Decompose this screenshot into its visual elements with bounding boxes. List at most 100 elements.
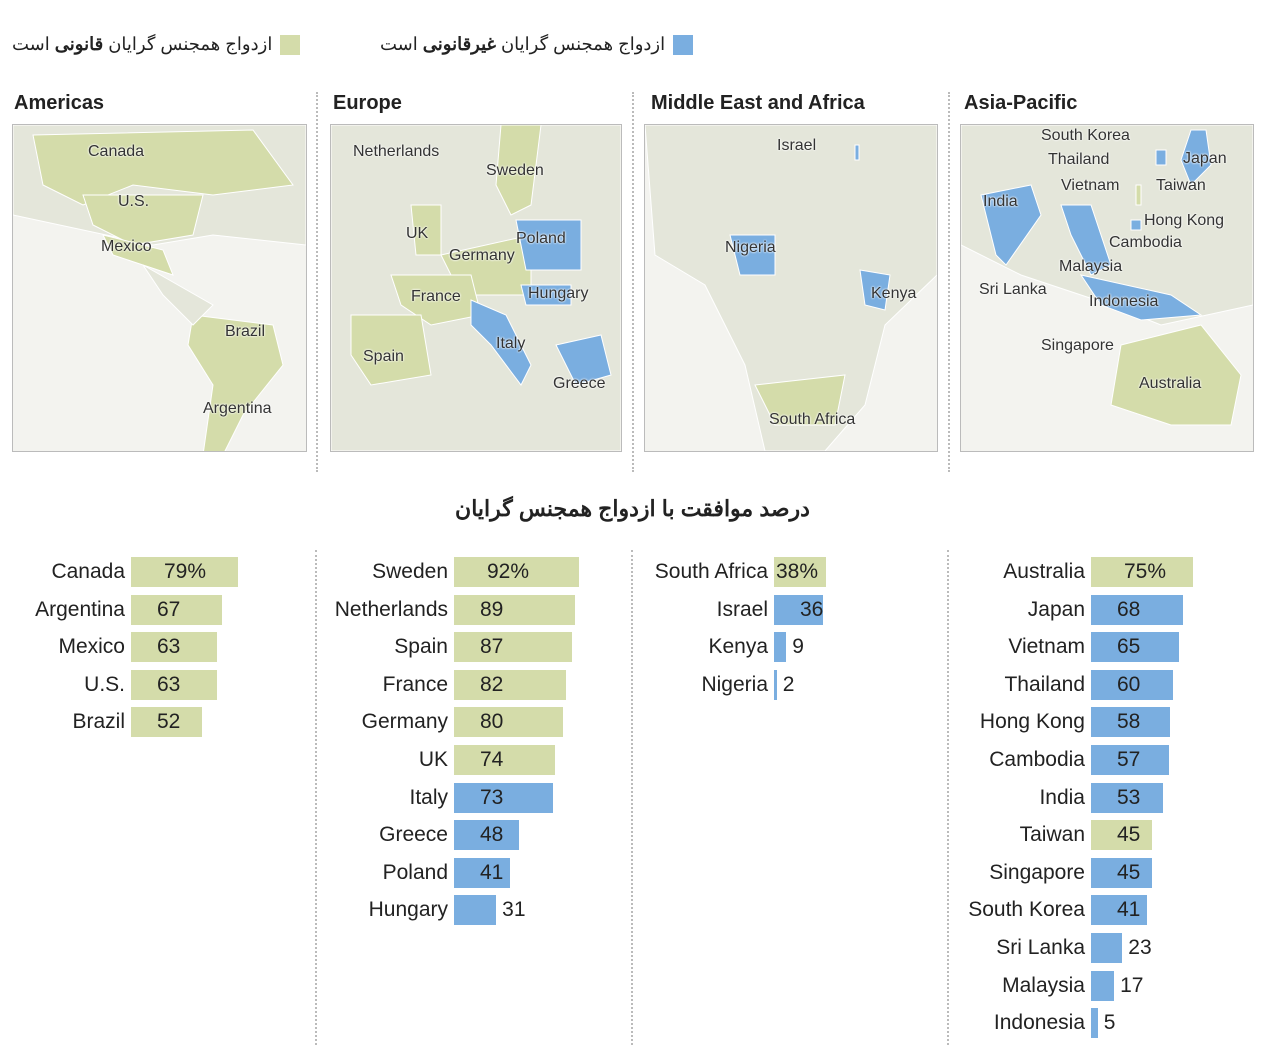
bar <box>454 594 576 625</box>
bar-label: Nigeria <box>701 672 768 696</box>
country-shape <box>645 125 937 451</box>
bar-value: 57 <box>1117 748 1141 771</box>
bar-value: 60 <box>1117 672 1141 696</box>
bar-row: Hungary 31 <box>0 895 1280 926</box>
bar-value: 41 <box>1117 898 1141 922</box>
bar-row: Israel 36 <box>0 594 1280 625</box>
country-shape <box>82 194 204 246</box>
map-label: Hungary <box>528 285 589 302</box>
map-label: France <box>411 288 461 305</box>
bar-row: France 82 <box>0 669 1280 700</box>
bar-value: 58 <box>1117 710 1141 734</box>
bar-row: UK 74 <box>0 745 1280 775</box>
bar-label: Australia <box>1003 560 1085 583</box>
map-label: Sweden <box>486 162 544 179</box>
legend-swatch-legal <box>280 34 301 55</box>
bar-value: 53 <box>1117 785 1141 809</box>
country-shape <box>729 234 776 276</box>
country-shape <box>1110 324 1242 426</box>
bar-label: Kenya <box>708 635 768 659</box>
bar <box>1091 557 1193 587</box>
bar <box>454 632 573 663</box>
bar-row: Sweden 92% <box>0 557 1280 587</box>
bar-label: UK <box>418 748 448 771</box>
bar <box>454 857 510 888</box>
bar <box>454 820 520 851</box>
map-label: Spain <box>363 348 404 365</box>
bar <box>1091 1008 1098 1039</box>
bar-label: France <box>382 672 448 696</box>
country-shape <box>102 234 174 276</box>
divider <box>632 92 634 472</box>
bar-label: Italy <box>409 785 448 809</box>
bar-value: 87 <box>480 635 504 659</box>
bar-row: Netherlands 89 <box>0 594 1280 625</box>
bar <box>1091 669 1173 700</box>
map-middle-east-africa: Israel Nigeria Kenya South Africa <box>644 124 938 452</box>
map-label: Nigeria <box>725 239 776 256</box>
country-shape <box>1079 274 1203 321</box>
divider <box>631 550 633 1045</box>
map-label: Mexico <box>101 238 152 255</box>
bar-value: 75% <box>1124 560 1167 583</box>
bar <box>1091 707 1170 738</box>
bar <box>454 707 563 738</box>
bar-value: 45 <box>1117 860 1141 884</box>
bar-value: 52 <box>157 710 181 734</box>
bar <box>1091 745 1169 775</box>
bar-row: Taiwan 45 <box>0 820 1280 851</box>
bar-label: Greece <box>379 823 448 847</box>
bar-row: Nigeria 2 <box>0 669 1280 700</box>
map-asia-pacific: South Korea Thailand Japan Vietnam Taiwan Ind… <box>960 124 1254 452</box>
bar <box>131 594 223 625</box>
bar-value: 2 <box>782 672 795 696</box>
bar-label: Spain <box>394 635 448 659</box>
bar-value: 9 <box>792 635 804 659</box>
bar <box>454 557 580 587</box>
bar-label: Thailand <box>1004 672 1085 696</box>
divider <box>947 550 949 1045</box>
bar-label: Malaysia <box>1002 973 1085 997</box>
region-title-americas: Americas <box>14 92 105 114</box>
bar-row: Indonesia 5 <box>0 1008 1280 1039</box>
bar-label: South Africa <box>654 560 768 583</box>
bar-label: Netherlands <box>334 597 448 621</box>
country-shape <box>555 334 612 386</box>
bar-row: Greece 48 <box>0 820 1280 851</box>
bar-row: Australia 75% <box>0 557 1280 587</box>
bar-value: 38% <box>776 560 819 583</box>
map-label: India <box>983 193 1018 210</box>
country-shape <box>520 284 572 306</box>
bar-value: 5 <box>1103 1011 1116 1035</box>
bar <box>1091 895 1147 926</box>
legend-illegal: ازدواج همجنس گرایان غیرقانونی است <box>380 34 694 55</box>
bar-label: Singapore <box>989 860 1085 884</box>
bar-value: 45 <box>1117 823 1141 847</box>
bar-value: 41 <box>480 860 504 884</box>
map-label: Kenya <box>871 285 917 302</box>
bar <box>774 669 777 700</box>
bar-label: Hungary <box>368 898 448 922</box>
bar <box>454 895 497 926</box>
map-label: Australia <box>1139 375 1202 392</box>
country-shape <box>390 274 482 326</box>
map-label: UK <box>406 225 429 242</box>
bar <box>774 557 826 587</box>
bar-value: 92% <box>487 560 530 583</box>
map-label: Japan <box>1183 150 1227 167</box>
bar-label: Israel <box>716 597 768 621</box>
divider <box>948 92 950 472</box>
map-label: Vietnam <box>1061 177 1120 194</box>
bar-row: India 53 <box>0 782 1280 813</box>
region-title-mea: Middle East and Africa <box>651 92 865 114</box>
legend-legal: ازدواج همجنس گرایان قانونی است <box>12 34 301 55</box>
map-label: Israel <box>777 137 817 154</box>
bar-label: Taiwan <box>1019 823 1085 847</box>
map-shapes <box>331 125 621 451</box>
bar-value: 73 <box>480 785 504 809</box>
bar-label: Mexico <box>58 635 125 659</box>
map-label: Argentina <box>203 400 272 417</box>
map-label: Singapore <box>1041 337 1114 354</box>
bar-value: 89 <box>480 597 504 621</box>
bar-row: Argentina 67 <box>0 594 1280 625</box>
